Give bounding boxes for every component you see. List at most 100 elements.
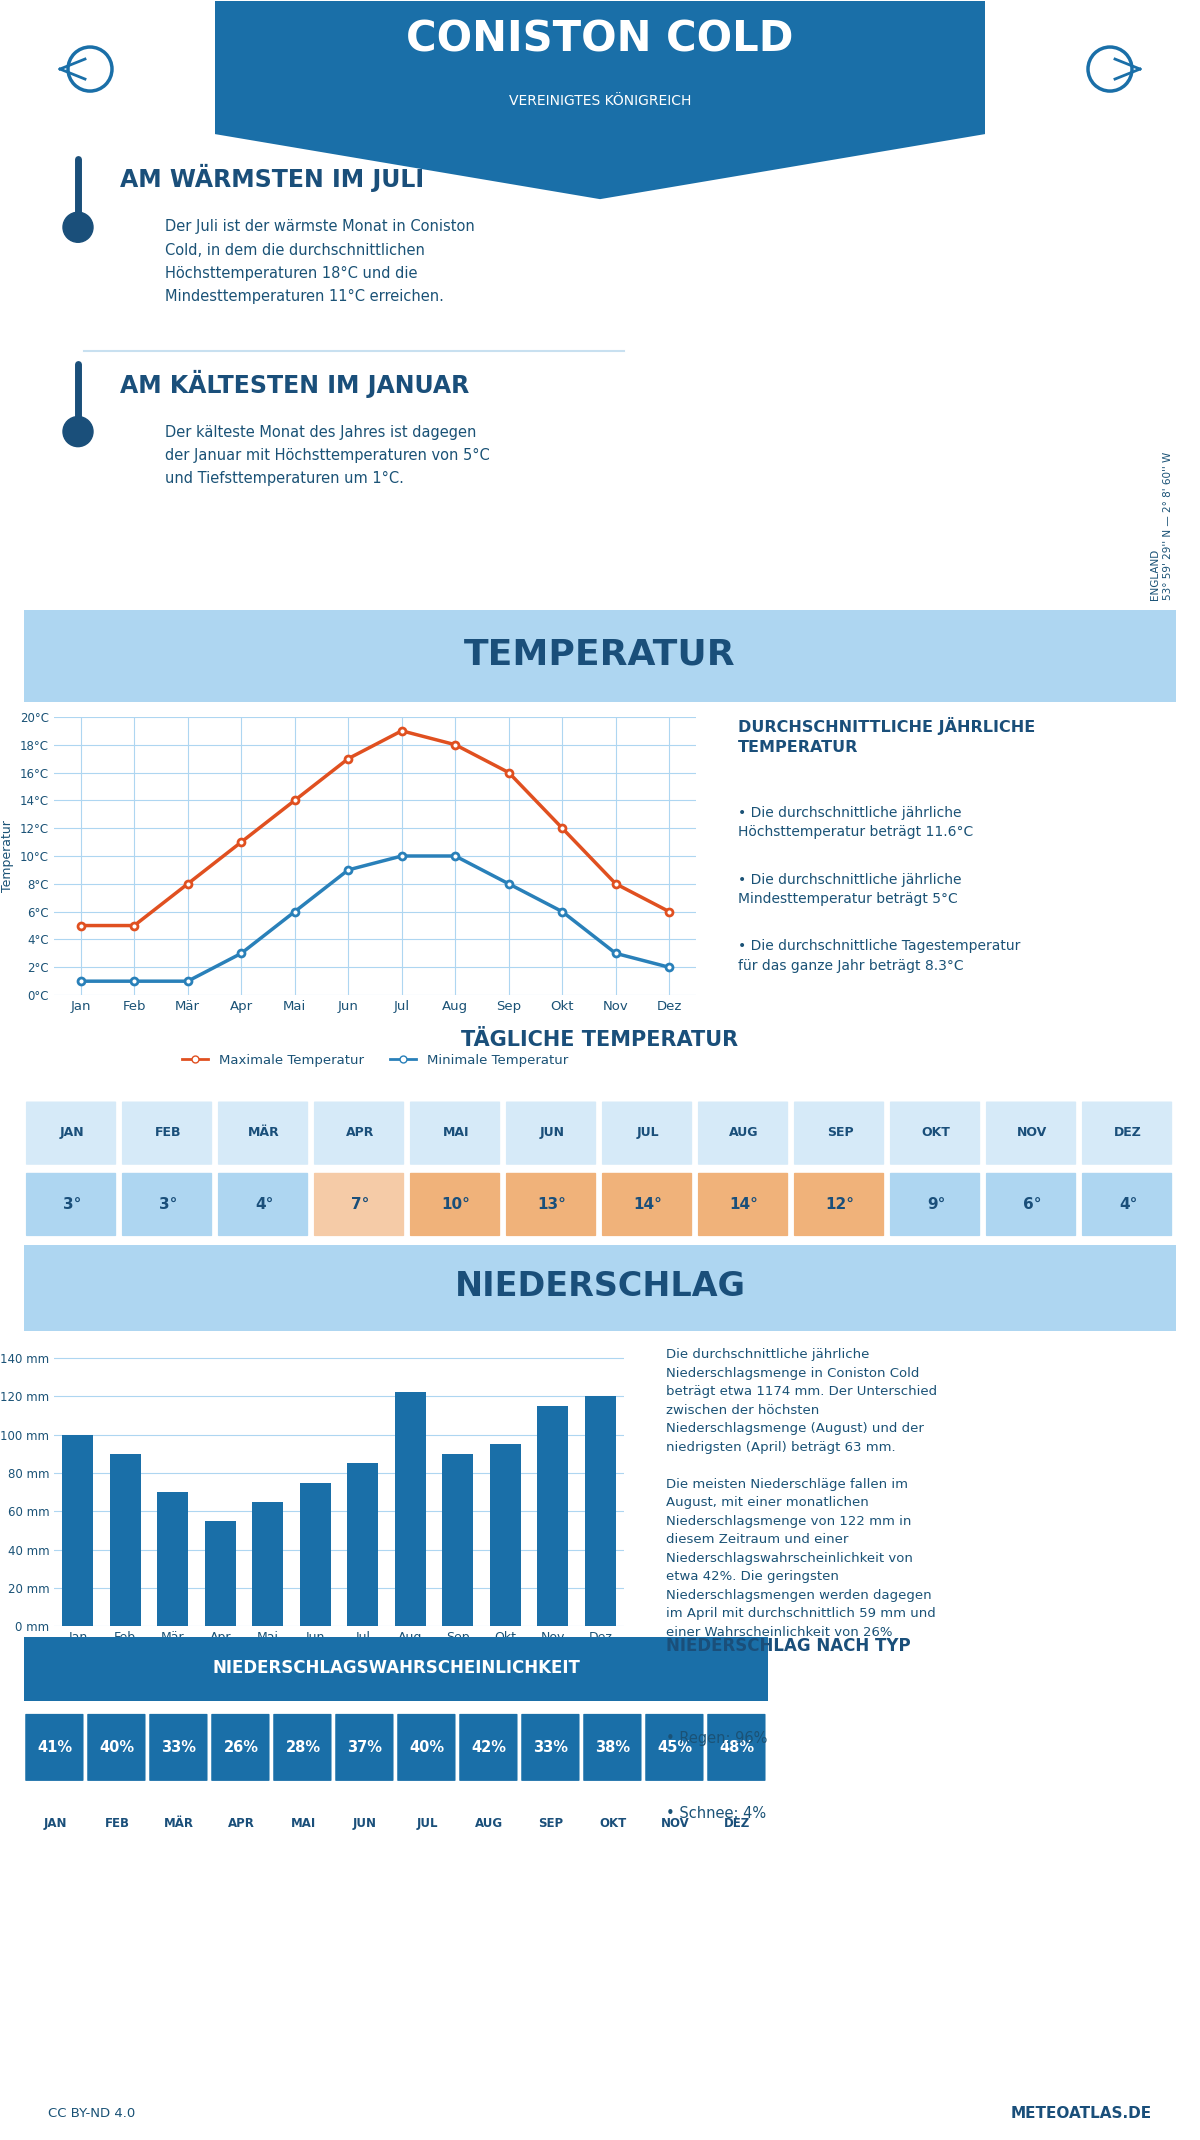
Bar [347, 1464, 378, 1626]
Text: MÄR: MÄR [248, 1126, 280, 1138]
Bar [490, 1444, 521, 1626]
FancyBboxPatch shape [1, 608, 1199, 704]
Text: 3°: 3° [62, 1196, 82, 1211]
Text: 53° 59' 29'' N — 2° 8' 60'' W: 53° 59' 29'' N — 2° 8' 60'' W [1163, 452, 1174, 599]
Text: SEP: SEP [539, 1817, 564, 1830]
FancyBboxPatch shape [646, 1714, 703, 1780]
Bar [538, 1406, 568, 1626]
Text: JAN: JAN [60, 1126, 84, 1138]
FancyBboxPatch shape [460, 1714, 517, 1780]
Text: AUG: AUG [475, 1817, 503, 1830]
FancyBboxPatch shape [274, 1714, 331, 1780]
Text: DEZ: DEZ [724, 1817, 750, 1830]
Text: 37%: 37% [348, 1740, 383, 1755]
Text: 3°: 3° [158, 1196, 178, 1211]
Text: MÄR: MÄR [164, 1817, 194, 1830]
FancyBboxPatch shape [707, 1714, 766, 1780]
Text: 41%: 41% [37, 1740, 72, 1755]
FancyBboxPatch shape [583, 1714, 642, 1780]
Text: Der kälteste Monat des Jahres ist dagegen
der Januar mit Höchsttemperaturen von : Der kälteste Monat des Jahres ist dagege… [166, 424, 490, 486]
Text: AUG: AUG [730, 1126, 758, 1138]
Text: FEB: FEB [104, 1817, 130, 1830]
Text: 7°: 7° [350, 1196, 370, 1211]
FancyBboxPatch shape [410, 1102, 500, 1164]
FancyBboxPatch shape [122, 1173, 212, 1237]
Text: CC BY-ND 4.0: CC BY-ND 4.0 [48, 2106, 136, 2121]
Text: NOV: NOV [661, 1817, 689, 1830]
Y-axis label: Temperatur: Temperatur [1, 820, 14, 892]
Text: OKT: OKT [599, 1817, 626, 1830]
FancyBboxPatch shape [122, 1102, 212, 1164]
Text: 4°: 4° [254, 1196, 274, 1211]
Bar [205, 1522, 235, 1626]
Bar [395, 1393, 426, 1626]
FancyBboxPatch shape [211, 1714, 270, 1780]
FancyBboxPatch shape [986, 1102, 1076, 1164]
Text: 13°: 13° [538, 1196, 566, 1211]
Text: 26%: 26% [223, 1740, 258, 1755]
Text: 33%: 33% [534, 1740, 569, 1755]
Text: CONISTON COLD: CONISTON COLD [407, 17, 793, 60]
FancyBboxPatch shape [335, 1714, 394, 1780]
Text: 14°: 14° [634, 1196, 662, 1211]
Text: APR: APR [228, 1817, 254, 1830]
FancyBboxPatch shape [890, 1102, 980, 1164]
Text: TEMPERATUR: TEMPERATUR [464, 638, 736, 672]
Text: JUL: JUL [637, 1126, 659, 1138]
FancyBboxPatch shape [506, 1173, 596, 1237]
Text: JUN: JUN [540, 1126, 564, 1138]
Text: NIEDERSCHLAGSWAHRSCHEINLICHKEIT: NIEDERSCHLAGSWAHRSCHEINLICHKEIT [212, 1658, 580, 1678]
Text: 40%: 40% [100, 1740, 134, 1755]
Text: 10°: 10° [442, 1196, 470, 1211]
FancyBboxPatch shape [314, 1102, 404, 1164]
Legend: Niederschlagssumme: Niederschlagssumme [244, 1658, 434, 1682]
FancyBboxPatch shape [890, 1173, 980, 1237]
Text: • Regen: 96%: • Regen: 96% [666, 1731, 767, 1746]
FancyBboxPatch shape [794, 1102, 884, 1164]
FancyBboxPatch shape [1, 1243, 1199, 1333]
Text: Die durchschnittliche jährliche
Niederschlagsmenge in Coniston Cold
beträgt etwa: Die durchschnittliche jährliche Niedersc… [666, 1348, 937, 1656]
Text: DURCHSCHNITTLICHE JÄHRLICHE
TEMPERATUR: DURCHSCHNITTLICHE JÄHRLICHE TEMPERATUR [738, 717, 1036, 755]
FancyBboxPatch shape [149, 1714, 208, 1780]
FancyBboxPatch shape [25, 1714, 84, 1780]
FancyBboxPatch shape [698, 1173, 788, 1237]
FancyBboxPatch shape [10, 1635, 782, 1703]
FancyBboxPatch shape [26, 1173, 116, 1237]
Bar [443, 1453, 473, 1626]
Text: 14°: 14° [730, 1196, 758, 1211]
Text: JUN: JUN [353, 1817, 377, 1830]
Text: DEZ: DEZ [1114, 1126, 1142, 1138]
FancyBboxPatch shape [218, 1173, 308, 1237]
FancyBboxPatch shape [506, 1102, 596, 1164]
Legend: Maximale Temperatur, Minimale Temperatur: Maximale Temperatur, Minimale Temperatur [176, 1049, 574, 1072]
Text: NIEDERSCHLAG: NIEDERSCHLAG [455, 1269, 745, 1303]
Text: AM WÄRMSTEN IM JULI: AM WÄRMSTEN IM JULI [120, 165, 424, 193]
Text: SEP: SEP [827, 1126, 853, 1138]
FancyBboxPatch shape [410, 1173, 500, 1237]
FancyBboxPatch shape [218, 1102, 308, 1164]
Text: AM KÄLTESTEN IM JANUAR: AM KÄLTESTEN IM JANUAR [120, 370, 469, 398]
FancyBboxPatch shape [602, 1102, 692, 1164]
FancyBboxPatch shape [26, 1102, 116, 1164]
Text: OKT: OKT [922, 1126, 950, 1138]
Text: VEREINIGTES KÖNIGREICH: VEREINIGTES KÖNIGREICH [509, 94, 691, 109]
Bar [62, 1434, 94, 1626]
Text: • Schnee: 4%: • Schnee: 4% [666, 1806, 766, 1821]
Text: 42%: 42% [472, 1740, 506, 1755]
Text: Der Juli ist der wärmste Monat in Coniston
Cold, in dem die durchschnittlichen
H: Der Juli ist der wärmste Monat in Conist… [166, 218, 475, 304]
FancyBboxPatch shape [698, 1102, 788, 1164]
Text: • Die durchschnittliche Tagestemperatur
für das ganze Jahr beträgt 8.3°C: • Die durchschnittliche Tagestemperatur … [738, 939, 1020, 974]
FancyBboxPatch shape [397, 1714, 456, 1780]
FancyBboxPatch shape [88, 1714, 145, 1780]
Text: MAI: MAI [443, 1126, 469, 1138]
Bar [584, 1395, 616, 1626]
Bar [110, 1453, 140, 1626]
Text: 28%: 28% [286, 1740, 320, 1755]
Text: 38%: 38% [595, 1740, 630, 1755]
Text: TÄGLICHE TEMPERATUR: TÄGLICHE TEMPERATUR [462, 1029, 738, 1051]
Bar [252, 1502, 283, 1626]
Text: METEOATLAS.DE: METEOATLAS.DE [1010, 2106, 1152, 2121]
Text: APR: APR [346, 1126, 374, 1138]
Text: 12°: 12° [826, 1196, 854, 1211]
FancyBboxPatch shape [986, 1173, 1076, 1237]
